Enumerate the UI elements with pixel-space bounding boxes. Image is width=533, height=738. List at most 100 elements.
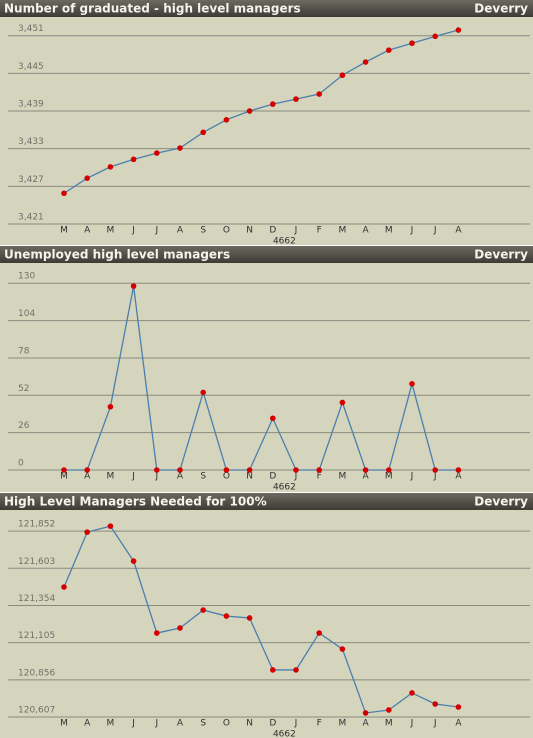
data-point <box>223 467 230 473</box>
panel-background <box>0 0 533 245</box>
data-point <box>107 523 114 529</box>
panel-header <box>0 493 533 510</box>
x-tick-label: F <box>317 472 322 482</box>
x-tick-label: M <box>385 719 393 729</box>
data-point <box>246 615 253 621</box>
y-tick-label: 121,354 <box>18 594 55 604</box>
data-point <box>154 630 160 636</box>
x-tick-label: J <box>131 719 135 729</box>
y-tick-label: 78 <box>18 346 30 356</box>
data-point <box>246 108 253 114</box>
data-point <box>293 667 299 673</box>
x-tick-label: J <box>433 472 437 482</box>
data-point <box>270 667 276 673</box>
x-tick-label: A <box>177 472 184 482</box>
y-tick-label: 121,852 <box>18 520 55 530</box>
data-point <box>339 399 346 406</box>
x-tick-label: O <box>223 226 230 236</box>
data-point <box>107 164 114 170</box>
x-tick-label: M <box>385 226 393 236</box>
x-tick-label: J <box>294 472 298 482</box>
x-tick-label: J <box>154 226 158 236</box>
y-tick-label: 120,607 <box>18 706 55 716</box>
x-tick-label: A <box>455 226 462 236</box>
x-tick-label: M <box>339 226 347 236</box>
data-point <box>200 129 206 136</box>
x-tick-label: S <box>200 472 206 482</box>
data-point <box>362 467 369 473</box>
panel-header <box>0 0 533 17</box>
panel-title: Unemployed high level managers <box>4 248 230 262</box>
x-tick-label: F <box>317 226 322 236</box>
x-axis-label: 4662 <box>273 237 296 247</box>
panel-location: Deverry <box>474 2 528 16</box>
data-point <box>130 558 137 564</box>
panel-background <box>0 493 533 738</box>
y-tick-label: 26 <box>18 421 30 431</box>
data-point <box>61 584 67 590</box>
x-tick-label: N <box>246 226 253 236</box>
data-point <box>223 613 230 619</box>
data-point <box>386 707 392 713</box>
data-point <box>409 690 415 696</box>
y-tick-label: 3,433 <box>18 137 44 147</box>
x-tick-label: J <box>410 472 414 482</box>
x-tick-label: A <box>84 472 91 482</box>
data-point <box>130 156 137 163</box>
x-tick-label: A <box>177 226 184 236</box>
series-line <box>63 525 459 714</box>
x-tick-label: M <box>60 226 68 236</box>
x-tick-label: J <box>433 719 437 729</box>
series-line <box>63 29 459 194</box>
data-point <box>362 59 369 65</box>
data-point <box>316 467 323 473</box>
x-tick-label: J <box>294 226 298 236</box>
data-point <box>270 415 276 422</box>
x-tick-label: O <box>223 719 230 729</box>
data-point <box>61 467 67 473</box>
data-point <box>84 175 90 181</box>
x-tick-label: J <box>294 719 298 729</box>
panel-location: Deverry <box>474 248 528 262</box>
x-tick-label: J <box>410 226 414 236</box>
y-tick-label: 3,427 <box>18 175 44 185</box>
x-tick-label: A <box>455 472 462 482</box>
x-tick-label: J <box>433 226 437 236</box>
x-tick-label: J <box>154 719 158 729</box>
x-tick-label: A <box>363 472 370 482</box>
data-point <box>432 467 439 473</box>
data-point <box>154 467 160 473</box>
x-tick-label: D <box>269 472 276 482</box>
x-tick-label: N <box>246 719 253 729</box>
y-tick-label: 120,856 <box>18 668 55 678</box>
data-point <box>177 625 183 631</box>
data-point <box>409 381 415 387</box>
x-tick-label: J <box>154 472 158 482</box>
x-tick-label: A <box>84 719 91 729</box>
x-tick-label: S <box>200 226 206 236</box>
data-point <box>432 701 439 707</box>
data-point <box>316 630 323 636</box>
x-tick-label: J <box>131 472 135 482</box>
x-tick-label: M <box>107 472 115 482</box>
data-point <box>386 467 392 473</box>
x-tick-label: D <box>269 226 276 236</box>
data-point <box>246 467 253 473</box>
x-axis-label: 4662 <box>273 730 296 738</box>
data-point <box>84 467 90 473</box>
data-point <box>61 190 67 197</box>
y-tick-label: 3,451 <box>18 24 44 34</box>
data-point <box>455 467 462 473</box>
data-point <box>200 389 206 396</box>
panel-background <box>0 246 533 492</box>
x-tick-label: A <box>84 226 91 236</box>
data-point <box>177 467 183 473</box>
x-tick-label: J <box>131 226 135 236</box>
data-point <box>223 117 230 123</box>
data-point <box>154 150 160 156</box>
x-axis-label: 4662 <box>273 483 296 493</box>
x-tick-label: M <box>107 226 115 236</box>
data-point <box>84 529 90 535</box>
data-point <box>293 96 299 102</box>
